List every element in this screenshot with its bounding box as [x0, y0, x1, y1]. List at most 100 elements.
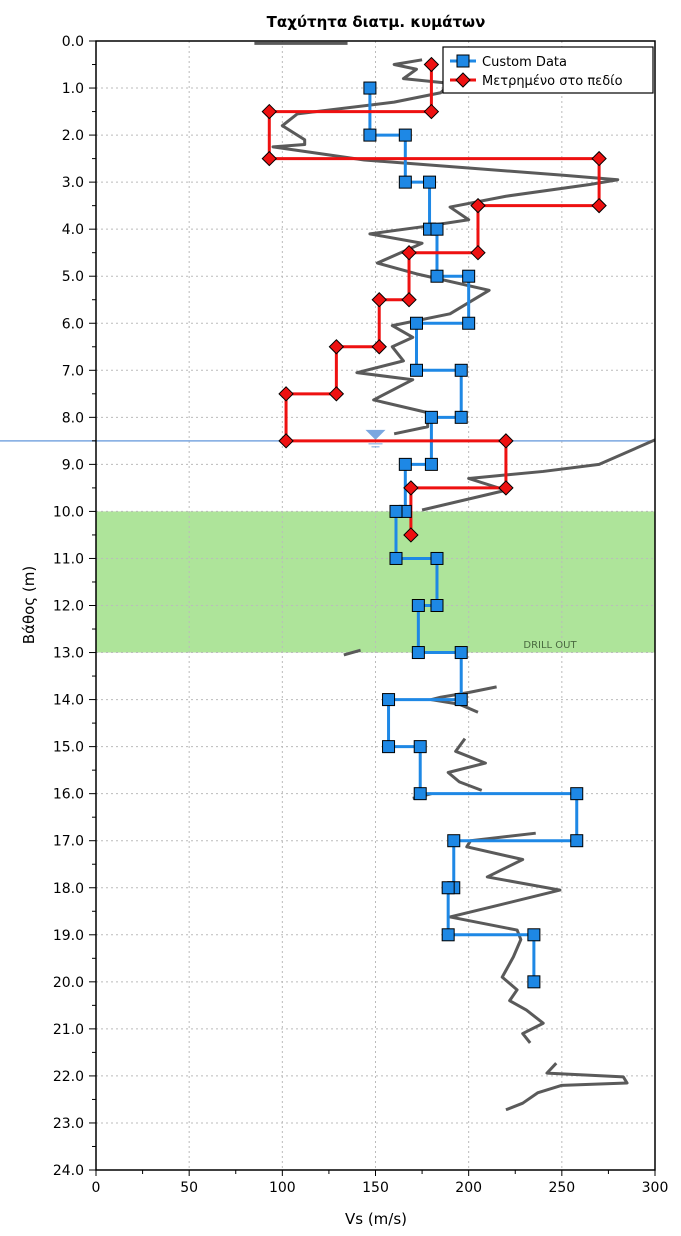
x-tick-label: 100 — [269, 1180, 296, 1196]
water-table-icon — [365, 429, 386, 440]
legend-square-marker — [456, 54, 470, 68]
y-tick-label: 1.0 — [62, 81, 84, 97]
custom-series-line — [368, 88, 579, 982]
legend: Custom Data Μετρημένο στο πεδίο — [442, 46, 654, 94]
measured-data-point — [401, 292, 417, 308]
custom-data-point — [409, 363, 423, 377]
x-tick-label: 300 — [642, 1180, 669, 1196]
profile-line-segment — [421, 438, 656, 512]
y-tick-label: 15.0 — [53, 740, 84, 756]
custom-data-point — [454, 363, 468, 377]
legend-diamond-marker — [455, 72, 471, 88]
custom-data-point — [570, 787, 584, 801]
x-tick-label: 50 — [180, 1180, 198, 1196]
y-tick-label: 6.0 — [62, 316, 84, 332]
chart-title: Ταχύτητα διατμ. κυμάτων — [267, 13, 486, 31]
measured-data-point — [371, 292, 387, 308]
measured-data-point — [403, 527, 419, 543]
y-tick-label: 20.0 — [53, 975, 84, 991]
y-tick-label: 4.0 — [62, 222, 84, 238]
y-tick-label: 5.0 — [62, 269, 84, 285]
y-tick-label: 21.0 — [53, 1022, 84, 1038]
custom-data-point — [409, 316, 423, 330]
custom-data-point — [430, 269, 444, 283]
measured-data-point — [423, 103, 440, 120]
measured-data-point — [328, 339, 345, 355]
measured-data-point — [591, 150, 607, 167]
custom-data-point — [363, 81, 377, 95]
y-tick-label: 0.0 — [62, 34, 84, 50]
measured-series-line — [267, 64, 601, 535]
custom-data-point — [447, 834, 461, 848]
legend-label-measured: Μετρημένο στο πεδίο — [482, 74, 623, 89]
measured-data-point — [278, 386, 294, 402]
custom-data-point — [413, 740, 427, 754]
custom-data-point — [424, 410, 438, 424]
y-tick-label: 11.0 — [53, 551, 84, 567]
measured-data-point — [470, 244, 486, 261]
y-tick-label: 22.0 — [53, 1069, 84, 1085]
x-axis-label: Vs (m/s) — [345, 1210, 407, 1228]
y-tick-label: 18.0 — [53, 881, 84, 897]
custom-data-point — [413, 787, 427, 801]
y-tick-label: 14.0 — [53, 693, 84, 709]
measured-data-point — [403, 480, 419, 496]
custom-data-point — [430, 599, 444, 612]
profile-line-segment — [505, 1062, 629, 1112]
measured-data-point — [261, 150, 277, 167]
custom-data-point — [454, 410, 468, 424]
profile-line-segment — [343, 648, 361, 657]
custom-data-point — [462, 269, 476, 283]
profile-line-segment — [271, 58, 620, 436]
custom-data-point — [398, 457, 412, 471]
y-tick-label: 10.0 — [53, 504, 84, 520]
custom-data-point — [570, 834, 584, 848]
measured-data-point — [328, 386, 345, 402]
custom-data-point — [454, 646, 468, 660]
x-tick-label: 250 — [548, 1180, 575, 1196]
measured-data-point — [470, 197, 486, 214]
y-tick-label: 12.0 — [53, 599, 84, 615]
measured-data-point — [278, 433, 294, 449]
y-tick-label: 24.0 — [53, 1163, 84, 1179]
y-tick-label: 19.0 — [53, 928, 84, 944]
custom-data-point — [424, 457, 438, 471]
y-tick-label: 17.0 — [53, 834, 84, 850]
x-tick-label: 0 — [92, 1180, 101, 1196]
measured-data-point — [423, 56, 440, 73]
measured-data-point — [498, 480, 514, 496]
y-tick-label: 3.0 — [62, 175, 84, 191]
measured-data-point — [498, 433, 514, 449]
measured-data-point — [371, 339, 387, 355]
zone-label: DRILL OUT — [523, 640, 577, 651]
legend-label-custom: Custom Data — [482, 55, 567, 70]
custom-data-point — [462, 316, 476, 330]
custom-data-point — [411, 646, 425, 660]
y-tick-label: 23.0 — [53, 1116, 84, 1132]
custom-data-point — [389, 551, 403, 565]
y-tick-label: 16.0 — [53, 787, 84, 803]
custom-data-point — [441, 928, 455, 942]
y-tick-label: 2.0 — [62, 128, 84, 144]
y-tick-label: 7.0 — [62, 363, 84, 379]
custom-data-point — [527, 928, 541, 942]
measured-data-point — [591, 197, 607, 214]
profile-line-segment — [446, 737, 487, 792]
custom-data-point — [382, 693, 396, 707]
custom-data-point — [430, 551, 444, 565]
custom-data-point — [411, 599, 425, 612]
custom-data-point — [363, 128, 377, 142]
custom-data-point — [423, 175, 437, 189]
custom-data-point — [527, 975, 541, 989]
custom-data-point — [454, 693, 468, 707]
custom-data-point — [389, 504, 403, 518]
measured-data-point — [401, 244, 417, 261]
custom-data-point — [441, 881, 455, 895]
y-tick-label: 9.0 — [62, 457, 84, 473]
custom-data-point — [382, 740, 396, 754]
profile-line-segment — [448, 831, 562, 1044]
measured-data-point — [261, 103, 277, 120]
x-tick-label: 200 — [455, 1180, 482, 1196]
custom-data-point — [398, 175, 412, 189]
